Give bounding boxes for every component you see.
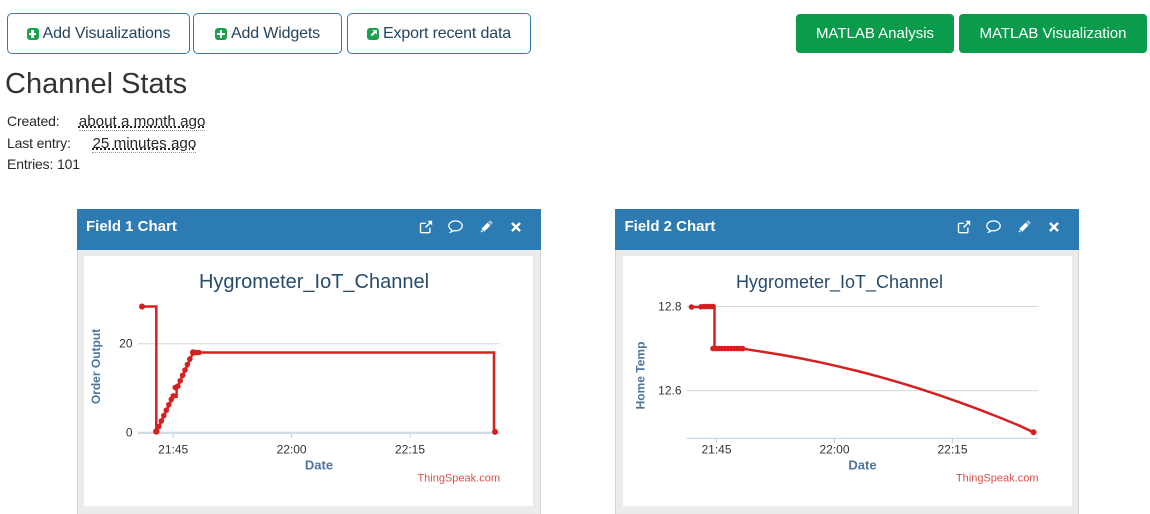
- svg-text:Date: Date: [305, 457, 333, 472]
- svg-text:20: 20: [119, 336, 133, 350]
- svg-text:Hygrometer_IoT_Channel: Hygrometer_IoT_Channel: [199, 270, 429, 292]
- svg-text:ThingSpeak.com: ThingSpeak.com: [417, 472, 500, 484]
- svg-text:22:15: 22:15: [937, 442, 967, 456]
- svg-text:Date: Date: [848, 457, 876, 472]
- svg-text:12.6: 12.6: [658, 383, 682, 397]
- svg-text:12.8: 12.8: [658, 299, 682, 313]
- svg-text:Hygrometer_IoT_Channel: Hygrometer_IoT_Channel: [735, 271, 942, 292]
- svg-text:ThingSpeak.com: ThingSpeak.com: [955, 472, 1038, 484]
- svg-text:22:15: 22:15: [395, 442, 425, 456]
- svg-text:21:45: 21:45: [701, 442, 731, 456]
- svg-text:0: 0: [126, 425, 133, 439]
- svg-text:22:00: 22:00: [819, 442, 849, 456]
- svg-text:21:45: 21:45: [158, 442, 188, 456]
- svg-text:Order Output: Order Output: [89, 328, 103, 403]
- svg-text:22:00: 22:00: [277, 442, 307, 456]
- svg-text:Home Temp: Home Temp: [633, 341, 647, 409]
